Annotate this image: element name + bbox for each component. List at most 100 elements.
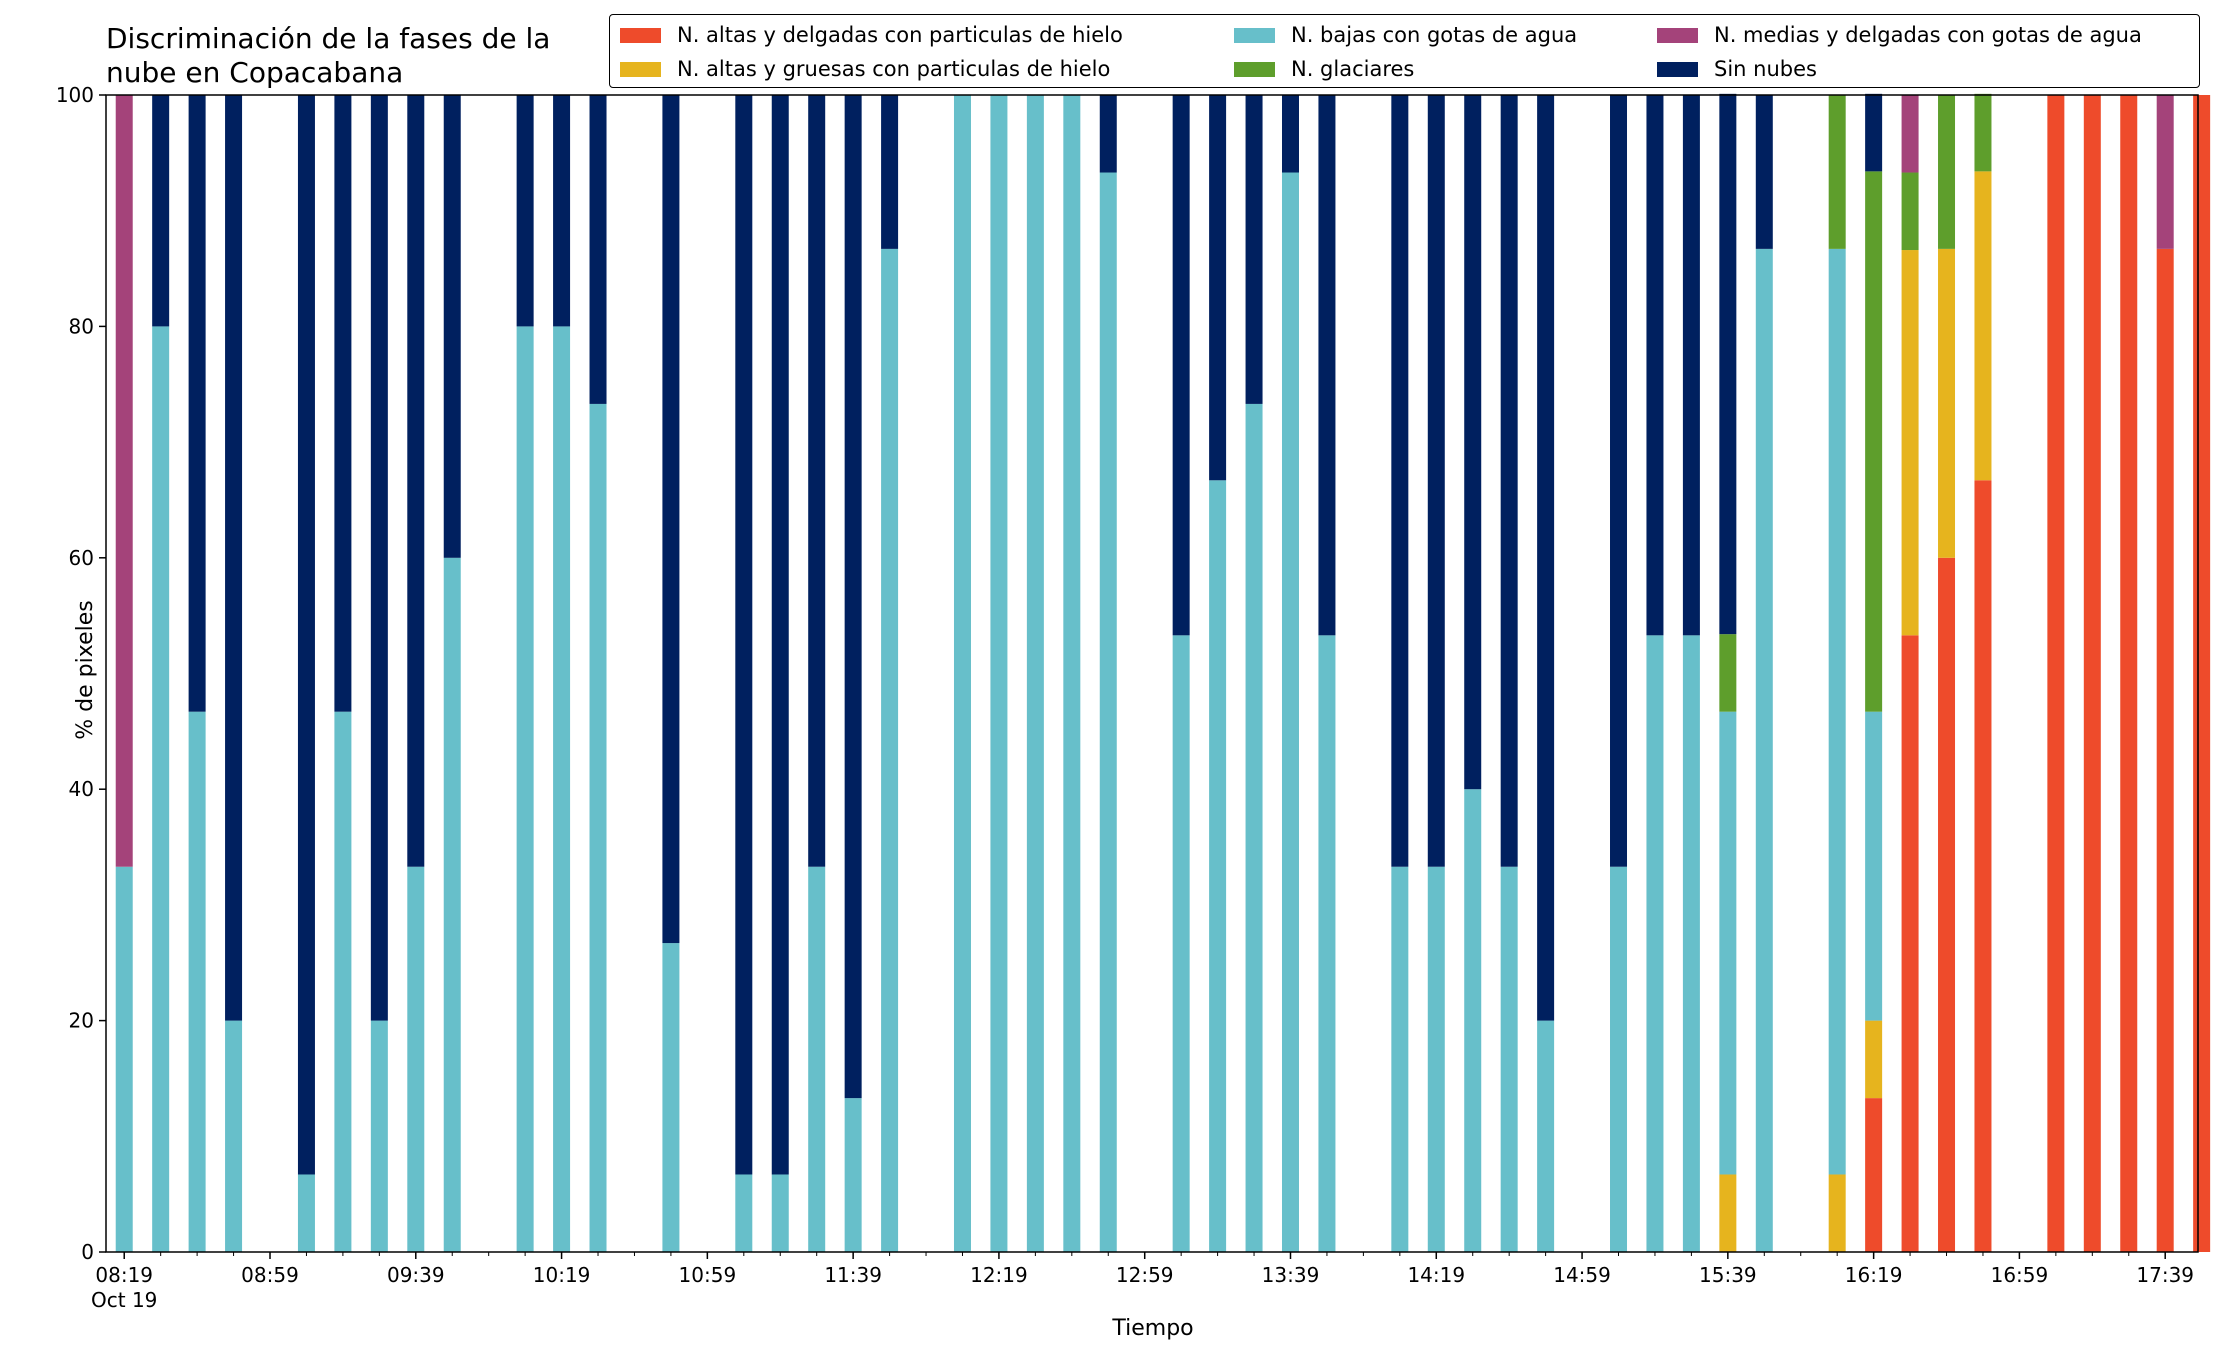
y-tick-label: 80 bbox=[69, 314, 94, 338]
bar-segment bbox=[1974, 93, 1992, 172]
bar-segment bbox=[2047, 95, 2065, 1252]
bar-segment bbox=[1537, 1020, 1555, 1252]
x-tick-label: 12:59 bbox=[1116, 1263, 1174, 1287]
x-tick-label: 11:39 bbox=[824, 1263, 882, 1287]
legend-label: Sin nubes bbox=[1714, 57, 1817, 81]
bar-segment bbox=[115, 95, 133, 867]
x-tick-label: 14:59 bbox=[1553, 1263, 1611, 1287]
bar-segment bbox=[1901, 172, 1919, 251]
bar-segment bbox=[1828, 248, 1846, 1175]
bar-segment bbox=[188, 711, 206, 1252]
y-axis-label: % de pixeles bbox=[73, 600, 99, 740]
bar-segment bbox=[808, 866, 826, 1252]
bar-segment bbox=[1938, 557, 1956, 1252]
bar-segment bbox=[1318, 635, 1336, 1252]
bar-segment bbox=[735, 95, 753, 1175]
bar-segment bbox=[1500, 866, 1518, 1252]
bar-segment bbox=[1427, 95, 1445, 867]
bar-segment bbox=[1391, 95, 1409, 867]
legend: N. altas y delgadas con particulas de hi… bbox=[609, 14, 2200, 88]
bar-segment bbox=[1026, 95, 1044, 1252]
bar-segment bbox=[1719, 1174, 1737, 1252]
bar-segment bbox=[407, 95, 425, 867]
bar-segment bbox=[589, 403, 607, 1252]
bar-segment bbox=[1865, 1020, 1883, 1099]
bar-segment bbox=[1464, 95, 1482, 790]
bar-segment bbox=[844, 1098, 862, 1252]
legend-item: N. glaciares bbox=[1234, 55, 1414, 83]
bar-segment bbox=[844, 95, 862, 1099]
bar-segment bbox=[953, 95, 971, 1252]
bar-segment bbox=[1938, 248, 1956, 558]
y-tick-label: 40 bbox=[69, 777, 94, 801]
bar-segment bbox=[1755, 95, 1773, 249]
legend-label: N. medias y delgadas con gotas de agua bbox=[1714, 23, 2142, 47]
bar-segment bbox=[553, 326, 571, 1252]
bar-segment bbox=[1500, 95, 1518, 867]
bar-segment bbox=[589, 95, 607, 404]
bar-segment bbox=[2156, 248, 2174, 1253]
bar-segment bbox=[1537, 95, 1555, 1021]
chart-title: Discriminación de la fases de la nube en… bbox=[106, 22, 551, 89]
bar-segment bbox=[1901, 635, 1919, 1252]
bar-segment bbox=[2083, 95, 2101, 1252]
bar-segment bbox=[1719, 93, 1737, 635]
bar-segment bbox=[881, 248, 899, 1253]
legend-swatch bbox=[1657, 61, 1698, 77]
legend-swatch bbox=[1657, 27, 1698, 43]
bar-segment bbox=[1682, 635, 1700, 1252]
x-tick-label: 14:19 bbox=[1407, 1263, 1465, 1287]
bar-segment bbox=[1828, 95, 1846, 249]
bar-segment bbox=[1865, 1098, 1883, 1252]
legend-item: Sin nubes bbox=[1657, 55, 1817, 83]
bar-segment bbox=[881, 95, 899, 249]
bar-segment bbox=[735, 1174, 753, 1252]
bar-segment bbox=[2193, 95, 2211, 1252]
legend-label: N. bajas con gotas de agua bbox=[1291, 23, 1578, 47]
legend-label: N. altas y delgadas con particulas de hi… bbox=[677, 23, 1123, 47]
x-tick-sublabel: Oct 19 bbox=[91, 1288, 157, 1312]
bar-segment bbox=[1682, 95, 1700, 636]
bar-segment bbox=[1646, 95, 1664, 636]
plot-frame bbox=[105, 94, 2199, 1253]
bar-segment bbox=[1755, 248, 1773, 1253]
bar-segment bbox=[1865, 711, 1883, 1021]
x-tick-label: 13:39 bbox=[1262, 1263, 1320, 1287]
bar-segment bbox=[516, 326, 534, 1252]
bar-segment bbox=[1828, 1174, 1846, 1252]
x-tick-label: 09:39 bbox=[387, 1263, 445, 1287]
bar-segment bbox=[1281, 172, 1299, 1252]
bar-segment bbox=[771, 1174, 789, 1252]
x-tick-label: 10:19 bbox=[533, 1263, 591, 1287]
bar-segment bbox=[443, 95, 461, 558]
bar-segment bbox=[152, 95, 170, 327]
legend-swatch bbox=[1234, 27, 1275, 43]
x-tick-label: 17:39 bbox=[2136, 1263, 2194, 1287]
bar-segment bbox=[370, 95, 388, 1021]
x-tick-label: 15:39 bbox=[1699, 1263, 1757, 1287]
bar-segment bbox=[1281, 95, 1299, 173]
bar-segment bbox=[1610, 95, 1628, 867]
y-tick-label: 0 bbox=[81, 1240, 94, 1264]
bar-segment bbox=[407, 866, 425, 1252]
bar-segment bbox=[1646, 635, 1664, 1252]
bar-segment bbox=[225, 95, 243, 1021]
legend-swatch bbox=[620, 27, 661, 43]
legend-item: N. medias y delgadas con gotas de agua bbox=[1657, 21, 2142, 49]
y-tick-label: 20 bbox=[69, 1009, 94, 1033]
bar-segment bbox=[662, 95, 680, 944]
legend-swatch bbox=[620, 61, 661, 77]
x-tick-label: 12:19 bbox=[970, 1263, 1028, 1287]
bar-segment bbox=[152, 326, 170, 1252]
bar-segment bbox=[553, 95, 571, 327]
bar-segment bbox=[297, 95, 315, 1175]
x-tick-label: 08:19 bbox=[95, 1263, 153, 1287]
bar-segment bbox=[1901, 95, 1919, 173]
bar-segment bbox=[1209, 480, 1227, 1252]
bar-segment bbox=[1610, 866, 1628, 1252]
legend-item: N. altas y delgadas con particulas de hi… bbox=[620, 21, 1123, 49]
bar-segment bbox=[1172, 95, 1190, 636]
bar-segment bbox=[1063, 95, 1081, 1252]
bar-segment bbox=[225, 1020, 243, 1252]
bar-segment bbox=[334, 95, 352, 712]
